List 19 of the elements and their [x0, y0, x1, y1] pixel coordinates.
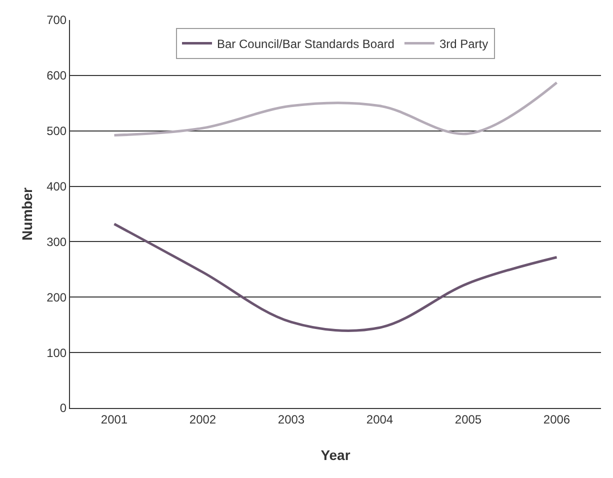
y-tick-label: 300 [46, 234, 67, 249]
x-tick-label: 2005 [454, 412, 482, 426]
y-tick-label: 0 [60, 401, 67, 416]
y-tick-label: 400 [46, 179, 67, 194]
legend-label: 3rd Party [439, 36, 488, 51]
line-series [113, 81, 558, 137]
legend-label: Bar Council/Bar Standards Board [217, 36, 394, 51]
y-tick-label: 200 [46, 290, 67, 304]
y-tick-label: 700 [46, 13, 67, 28]
x-tick-label: 2004 [366, 412, 394, 426]
x-tick-label: 2001 [100, 412, 128, 426]
y-tick-label: 500 [46, 124, 67, 138]
x-axis-title: Year [320, 447, 351, 463]
x-tick-label: 2006 [543, 412, 570, 426]
y-tick-label: 600 [46, 68, 67, 83]
x-tick-label: 2002 [189, 412, 216, 426]
x-tick-label: 2003 [278, 412, 305, 426]
y-axis-title: Number [19, 187, 35, 240]
y-tick-label: 100 [46, 346, 67, 360]
